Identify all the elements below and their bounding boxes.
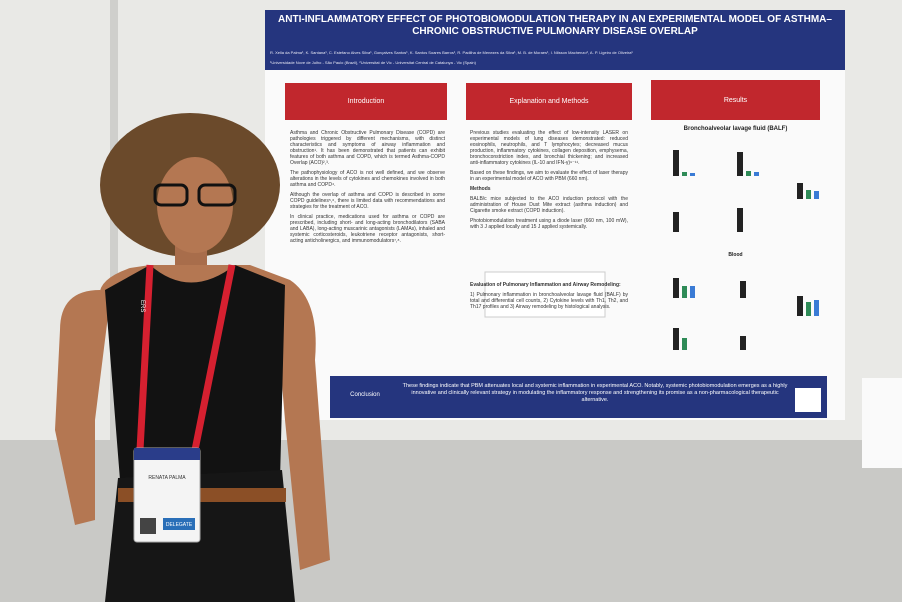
figure <box>484 271 606 318</box>
authors: R. Xella da Palma¹, K. Santana¹, C. Este… <box>270 50 633 55</box>
lanyard-text: ERS <box>139 300 145 312</box>
section-heading: Introduction <box>347 98 385 105</box>
badge-role: DELEGATE <box>166 522 193 528</box>
chart-bars <box>673 150 819 350</box>
paragraph: BALB/c mice subjected to the ACO inducti… <box>470 196 628 214</box>
heading-bar <box>651 80 820 120</box>
face <box>157 157 233 253</box>
title-bar <box>265 10 845 70</box>
left-arm <box>55 290 110 525</box>
qr-code <box>795 388 821 412</box>
results-subtitle: Bronchoalveolar lavage fluid (BALF) <box>683 126 788 132</box>
paragraph: 1) Pulmonary inflammation in bronchoalve… <box>470 292 628 310</box>
badge-qr <box>140 518 156 534</box>
paragraph: Evaluation of Pulmonary Inflammation and… <box>470 282 621 288</box>
heading-bar <box>285 83 447 120</box>
paragraph: Based on these findings, we aim to evalu… <box>470 170 628 182</box>
badge-role-box <box>163 518 195 530</box>
intro-text: Asthma and Chronic Obstructive Pulmonary… <box>290 130 445 248</box>
poster-title: ANTI-INFLAMMATORY EFFECT OF PHOTOBIOMODU… <box>278 14 832 37</box>
affiliations: ¹Universidade Nove de Julho - São Paulo … <box>270 60 476 65</box>
heading-bar <box>466 83 632 120</box>
paragraph: In clinical practice, medications used f… <box>290 214 445 244</box>
badge-header <box>134 448 200 460</box>
badge-name: RENATA PALMA <box>148 475 186 481</box>
section-heading: Explanation and Methods <box>509 98 589 105</box>
glasses <box>153 183 189 207</box>
results-subtitle: Blood <box>728 252 743 258</box>
glasses <box>197 183 237 207</box>
paragraph: The pathophysiology of ACO is not well d… <box>290 170 445 188</box>
side-sign <box>862 378 902 468</box>
conclusion-heading: Conclusion <box>350 392 380 398</box>
lanyard <box>136 264 236 451</box>
poster <box>265 10 845 420</box>
section-heading: Results <box>723 96 748 104</box>
paragraph: Photobiomodulation treatment using a dio… <box>470 218 628 230</box>
conclusion-bar <box>330 376 827 418</box>
methods-text: Previous studies evaluating the effect o… <box>470 130 628 314</box>
paragraph: Although the overlap of asthma and COPD … <box>290 192 445 210</box>
paragraph: Methods <box>470 186 491 192</box>
paragraph: Asthma and Chronic Obstructive Pulmonary… <box>290 130 445 166</box>
conclusion-text: These findings indicate that PBM attenua… <box>402 383 788 403</box>
paragraph: Previous studies evaluating the effect o… <box>470 130 628 166</box>
